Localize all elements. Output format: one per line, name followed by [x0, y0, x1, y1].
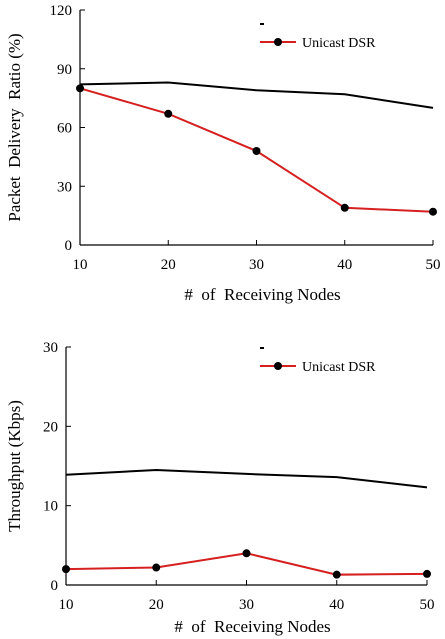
- chart-1-x-tick-label: 40: [337, 257, 352, 273]
- chart-2-x-tick-label: 40: [329, 597, 344, 613]
- chart-2-y-tick-label: 10: [43, 499, 58, 515]
- chart-2-y-tick-label: 30: [43, 340, 58, 356]
- chart-2-x-tick-label: 10: [59, 597, 74, 613]
- chart-1-x-tick-label: 20: [161, 257, 176, 273]
- chart-1-y-tick-label: 60: [57, 121, 72, 137]
- chart-2-x-tick-label: 30: [239, 597, 254, 613]
- chart-1-legend-marker-2: [274, 38, 282, 46]
- chart-2-series-2-point: [423, 569, 431, 578]
- chart-2-series-2-point: [62, 565, 70, 574]
- chart-1-y-axis-label: Packet Delivery Ratio (%): [5, 33, 24, 221]
- chart-1-series-2-point: [252, 147, 261, 155]
- chart-2-series-2-point: [242, 549, 251, 558]
- chart-1-y-tick-label: 0: [65, 238, 73, 254]
- chart-1-y-tick-label: 30: [57, 179, 72, 195]
- chart-1-x-tick-label: 50: [426, 257, 441, 273]
- chart-2-y-axis-label: Throughput (Kbps): [5, 400, 24, 532]
- chart-1-x-tick-label: 30: [249, 257, 264, 273]
- chart-2-series-1-line: [65, 468, 428, 489]
- chart-2-series-2-point: [332, 570, 341, 579]
- chart-2-legend-label-2: Unicast DSR: [302, 360, 376, 375]
- chart-2-legend-marker-2: [274, 362, 282, 370]
- chart-1-series-2-point: [429, 207, 437, 216]
- chart-2-y-tick-label: 0: [51, 578, 59, 594]
- chart-1-series-2-point: [76, 84, 84, 93]
- chart-2-series-2-point: [152, 563, 161, 572]
- chart-2-x-tick-label: 50: [420, 597, 435, 613]
- chart-1-series-2-point: [340, 203, 349, 212]
- chart-2-y-tick-label: 20: [43, 419, 58, 435]
- chart-1-y-tick-label: 120: [50, 3, 73, 19]
- chart-1-x-tick-label: 10: [73, 257, 88, 273]
- chart-2-x-tick-label: 20: [149, 597, 164, 613]
- chart-1-x-axis-label: # of Receiving Nodes: [184, 285, 340, 304]
- chart-1-legend-label-2: Unicast DSR: [302, 36, 376, 51]
- chart-1-y-tick-label: 90: [57, 62, 72, 78]
- chart-1-series-1-line: [79, 81, 434, 109]
- chart-2-x-axis-label: # of Receiving Nodes: [174, 617, 330, 636]
- chart-1-series-2-point: [164, 109, 173, 118]
